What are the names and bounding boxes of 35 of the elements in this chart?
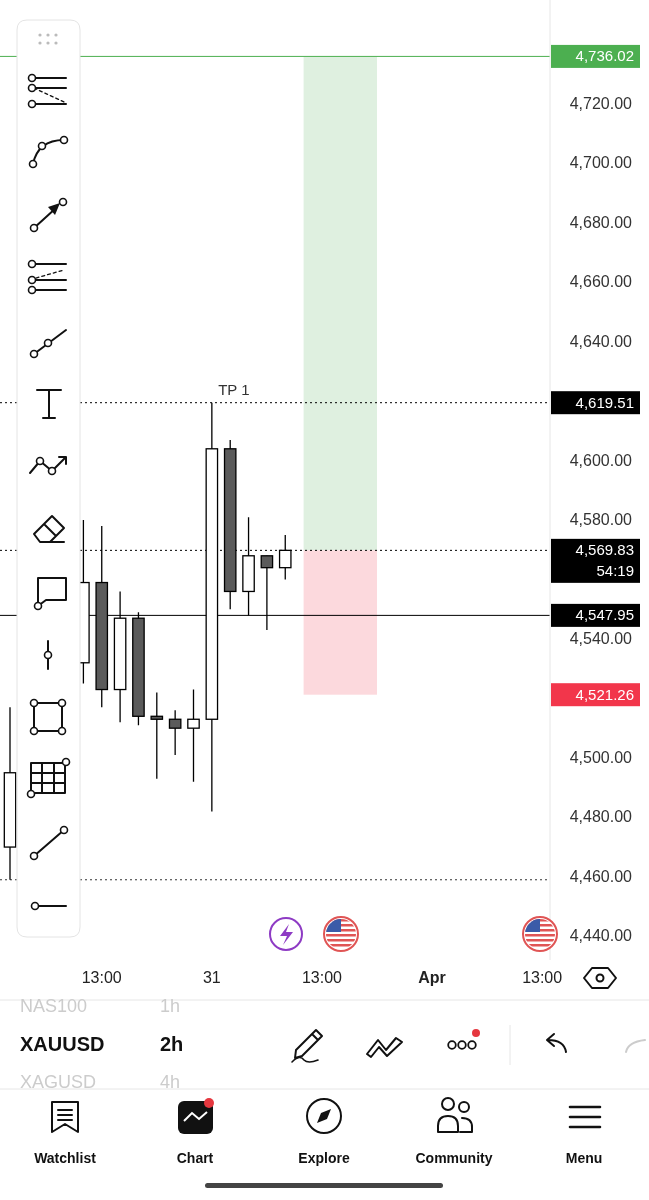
- text: 54:19: [596, 562, 634, 580]
- band-label: 4,521.26: [575, 685, 634, 703]
- y-tick-label: 4,600.00: [569, 451, 633, 469]
- ref-line-label: 4,736.02: [575, 47, 634, 65]
- y-tick-label: 4,640.00: [569, 332, 633, 350]
- y-tick-label: 4,500.00: [569, 748, 633, 766]
- text: Menu: [565, 1150, 603, 1166]
- x-tick-label: 13:00: [301, 969, 343, 986]
- y-tick-label: 4,700.00: [569, 154, 633, 172]
- y-tick-label: 4,720.00: [569, 95, 633, 113]
- y-tick-label: 4,460.00: [569, 867, 633, 885]
- annotation: TP 1: [218, 380, 250, 398]
- x-tick-label: Apr: [418, 969, 446, 986]
- text: Explore: [298, 1150, 350, 1166]
- ref-line-label: 4,547.95: [575, 606, 634, 624]
- y-tick-label: 4,580.00: [569, 511, 633, 529]
- candlestick: [168, 709, 182, 756]
- text: Chart: [176, 1150, 214, 1166]
- candlestick: [278, 534, 292, 581]
- y-tick-label: 4,680.00: [569, 213, 633, 231]
- text: 2h: [160, 1033, 184, 1055]
- y-tick-label: 4,540.00: [569, 630, 633, 648]
- y-tick-label: 4,660.00: [569, 273, 633, 291]
- candlestick: [150, 691, 164, 780]
- x-tick-label: 13:00: [522, 969, 563, 986]
- text: Watchlist: [34, 1150, 97, 1166]
- x-tick-label: 31: [202, 969, 221, 986]
- y-tick-label: 4,480.00: [569, 808, 633, 826]
- ref-line-label: 4,619.51: [575, 393, 634, 411]
- ref-line-label: 4,569.83: [575, 541, 634, 559]
- x-tick-label: 13:00: [81, 969, 122, 986]
- text: Community: [415, 1150, 493, 1166]
- candlestick: [187, 688, 200, 783]
- text: XAUUSD: [20, 1033, 105, 1055]
- y-tick-label: 4,440.00: [569, 927, 633, 945]
